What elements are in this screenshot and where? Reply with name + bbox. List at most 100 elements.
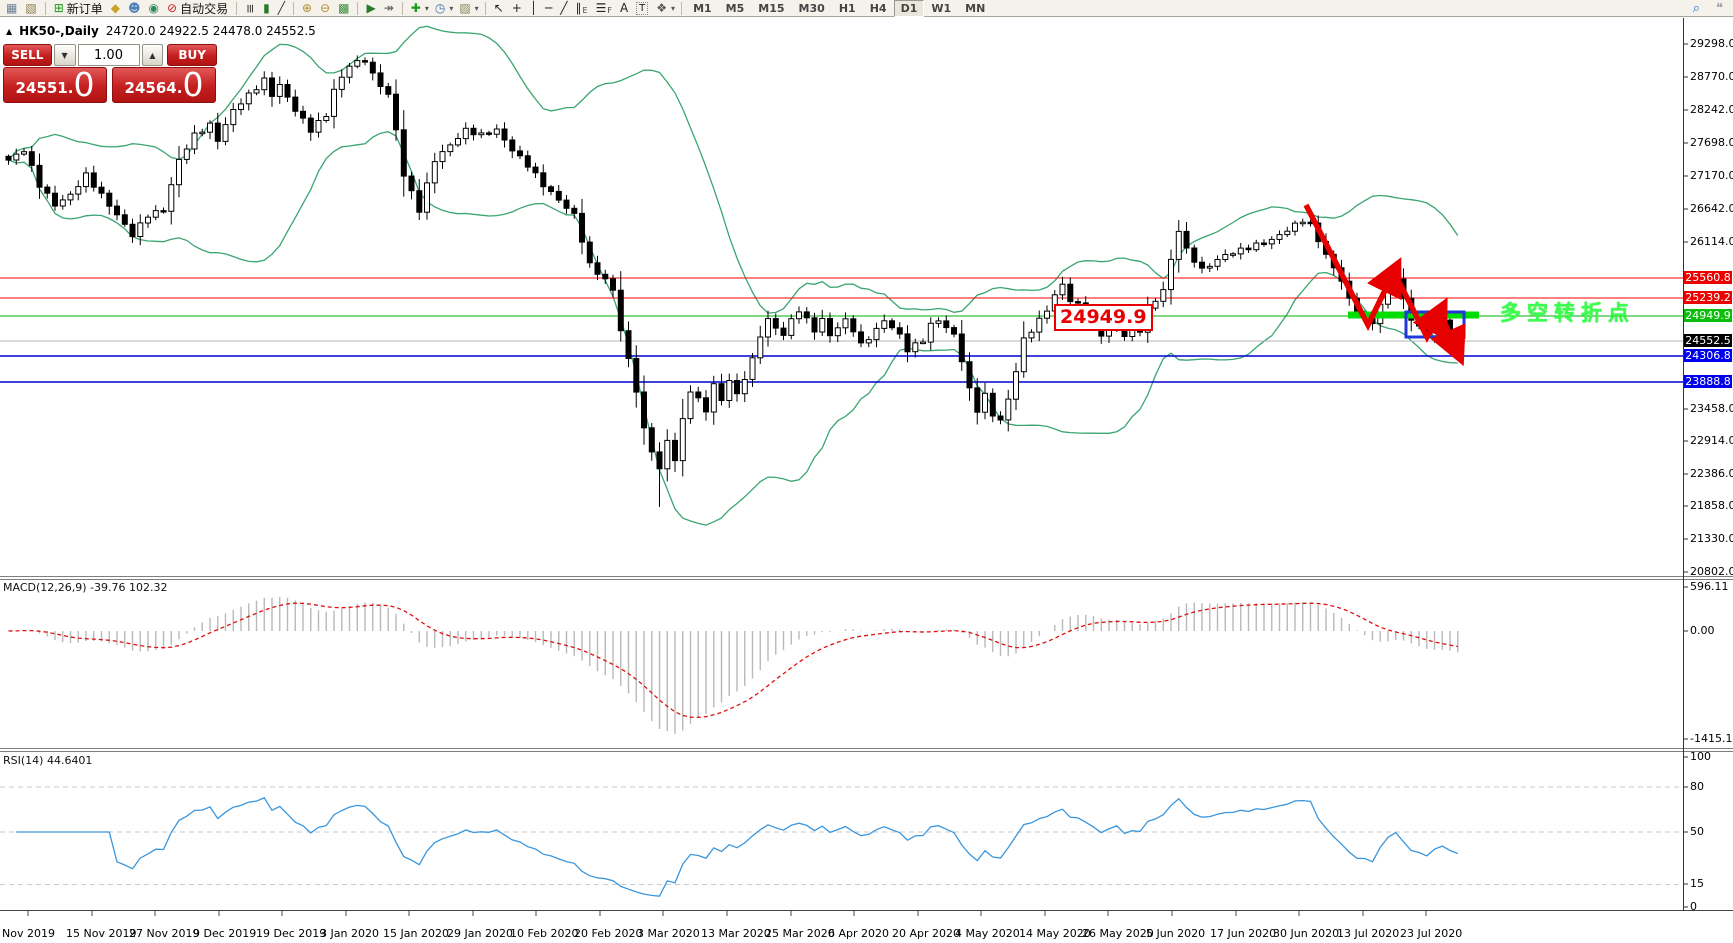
periods-button[interactable]: ◷ [431, 0, 449, 17]
expert-advisor-icon: ☻ [128, 0, 141, 15]
zoom-out-button[interactable]: ⊖ [316, 0, 334, 17]
price-tick-label: 27698.0 [1690, 136, 1733, 149]
sell-price-main: 24551 [15, 79, 68, 97]
signals-button[interactable]: ◉ [145, 0, 163, 17]
line-chart-icon: ╱ [277, 0, 285, 15]
sell-price-dot: . [67, 79, 74, 97]
expert-advisors-button[interactable]: ☻ [124, 0, 145, 17]
timeframe-m1[interactable]: M1 [693, 1, 712, 15]
macd-tick-label: -1415.19 [1690, 732, 1733, 745]
date-tick-label: 10 Feb 2020 [510, 927, 579, 940]
tile-windows-button[interactable]: ▩ [334, 0, 353, 17]
fibonacci-button[interactable]: ☰ F [592, 0, 616, 17]
templates-button-caret[interactable]: ▾ [474, 3, 479, 13]
price-tick-label: 22386.0 [1690, 467, 1733, 480]
buy-button[interactable]: BUY [167, 44, 218, 66]
time-axis-border [0, 910, 1733, 911]
date-tick-label: 3 Jan 2020 [320, 927, 379, 940]
chat-button[interactable]: ❝ [1712, 0, 1727, 17]
trendline-button[interactable]: ╱ [556, 0, 571, 17]
channel-icon: ∥ [575, 0, 582, 15]
toolbar-separator [484, 1, 486, 15]
vertical-line-button[interactable]: │ [526, 0, 541, 17]
data-preview-button[interactable]: ▧ [21, 0, 40, 17]
macd-tick-label: 596.11 [1690, 580, 1729, 593]
date-tick-label: 9 Dec 2019 [193, 927, 257, 940]
price-callout[interactable]: 24949.9 [1054, 304, 1153, 331]
new-order-button[interactable]: ⊞ 新订单 [50, 0, 107, 17]
date-tick-label: 26 May 2020 [1082, 927, 1154, 940]
timeframe-m30[interactable]: M30 [798, 1, 825, 15]
zoom-in-button[interactable]: ⊕ [298, 0, 316, 17]
text-button[interactable]: A [616, 0, 632, 17]
toolbar-separator [681, 1, 683, 15]
chart-window-button[interactable]: ▦ [2, 0, 21, 17]
ohlc-values: 24720.0 24922.5 24478.0 24552.5 [105, 24, 316, 38]
timeframe-m5[interactable]: M5 [725, 1, 745, 15]
buy-price-button[interactable]: 24564. 0 [112, 67, 216, 103]
volume-down-button[interactable]: ▼ [53, 44, 76, 66]
pane-separator[interactable] [0, 576, 1733, 577]
autotrading-button-label: 自动交易 [180, 1, 229, 16]
channel-icon-sub: E [582, 6, 588, 15]
triangle-up-icon: ▲ [149, 50, 156, 60]
timeframe-h4[interactable]: H4 [869, 1, 887, 15]
one-click-trading-panel: SELL ▼ ▲ BUY 24551.0 24564.0 [3, 44, 218, 103]
hline-icon: ─ [545, 0, 553, 15]
rsi-tick-label: 100 [1690, 750, 1711, 763]
timeframe-mn[interactable]: MN [965, 1, 986, 15]
cursor-button[interactable]: ↖ [490, 0, 508, 17]
price-tick-label: 26642.0 [1690, 202, 1733, 215]
turning-point-label[interactable]: 多空转折点 [1500, 301, 1635, 325]
signal-icon: ◉ [148, 0, 159, 15]
timeframe-m15[interactable]: M15 [758, 1, 785, 15]
price-tick-label: 22914.0 [1690, 434, 1733, 447]
clock-icon: ◷ [434, 0, 446, 15]
date-tick-label: 20 Feb 2020 [574, 927, 643, 940]
horizontal-line-button[interactable]: ─ [541, 0, 556, 17]
shapes-icon: ❖ [656, 0, 668, 15]
line-chart-button[interactable]: ╱ [274, 0, 289, 17]
price-badge-23888.8: 23888.8 [1684, 375, 1732, 388]
macd-indicator-label: MACD(12,26,9) -39.76 102.32 [3, 581, 168, 594]
price-axis-border [1683, 18, 1684, 911]
rsi-tick-label: 15 [1690, 877, 1704, 890]
bar-chart-button[interactable]: ≡ [241, 0, 259, 17]
templates-button[interactable]: ▨ [455, 0, 474, 17]
arrows-button[interactable]: ❖ [652, 0, 671, 17]
text-label-button[interactable]: T [632, 0, 652, 17]
timeframe-w1[interactable]: W1 [931, 1, 952, 15]
autotrading-button[interactable]: ⊘ 自动交易 [163, 0, 232, 17]
timeframe-h1[interactable]: H1 [838, 1, 856, 15]
equidistant-channel-button[interactable]: ∥ E [572, 0, 592, 17]
volume-input[interactable] [77, 44, 140, 66]
auto-scroll-button[interactable]: ▶ [362, 0, 379, 17]
sell-price-button[interactable]: 24551. 0 [3, 67, 107, 103]
price-tick-label: 21858.0 [1690, 499, 1733, 512]
price-tick-label: 26114.0 [1690, 235, 1733, 248]
date-tick-label: 30 Jun 2020 [1273, 927, 1340, 940]
pane-separator[interactable] [0, 748, 1733, 749]
chart-title: ▲ HK50-,Daily 24720.0 24922.5 24478.0 24… [6, 24, 316, 38]
search-button[interactable]: ⌕ [1689, 0, 1704, 17]
date-tick-label: 27 Nov 2019 [129, 927, 200, 940]
indicators-button[interactable]: ✚ [407, 0, 425, 17]
zoom-in-icon: ⊕ [301, 0, 313, 15]
date-tick-label: 25 Mar 2020 [765, 927, 835, 940]
fibonacci-icon-sub: F [607, 6, 612, 15]
price-tick-label: 29298.0 [1690, 37, 1733, 50]
indicators-button-caret[interactable]: ▾ [424, 3, 429, 13]
sell-button[interactable]: SELL [3, 44, 52, 66]
periods-button-caret[interactable]: ▾ [449, 3, 454, 13]
cursor-icon: ↖ [493, 0, 504, 15]
chart-shift-button[interactable]: ↠ [380, 0, 398, 17]
chart-shift-icon: ↠ [383, 0, 394, 15]
candlestick-chart-button[interactable]: ▮ [259, 0, 274, 17]
crosshair-button[interactable]: + [508, 0, 526, 17]
volume-up-button[interactable]: ▲ [141, 44, 164, 66]
timeframe-d1[interactable]: D1 [893, 0, 925, 17]
arrows-button-caret[interactable]: ▾ [671, 3, 676, 13]
styles-button[interactable]: ◆ [107, 0, 124, 17]
date-tick-label: 19 Dec 2019 [256, 927, 327, 940]
